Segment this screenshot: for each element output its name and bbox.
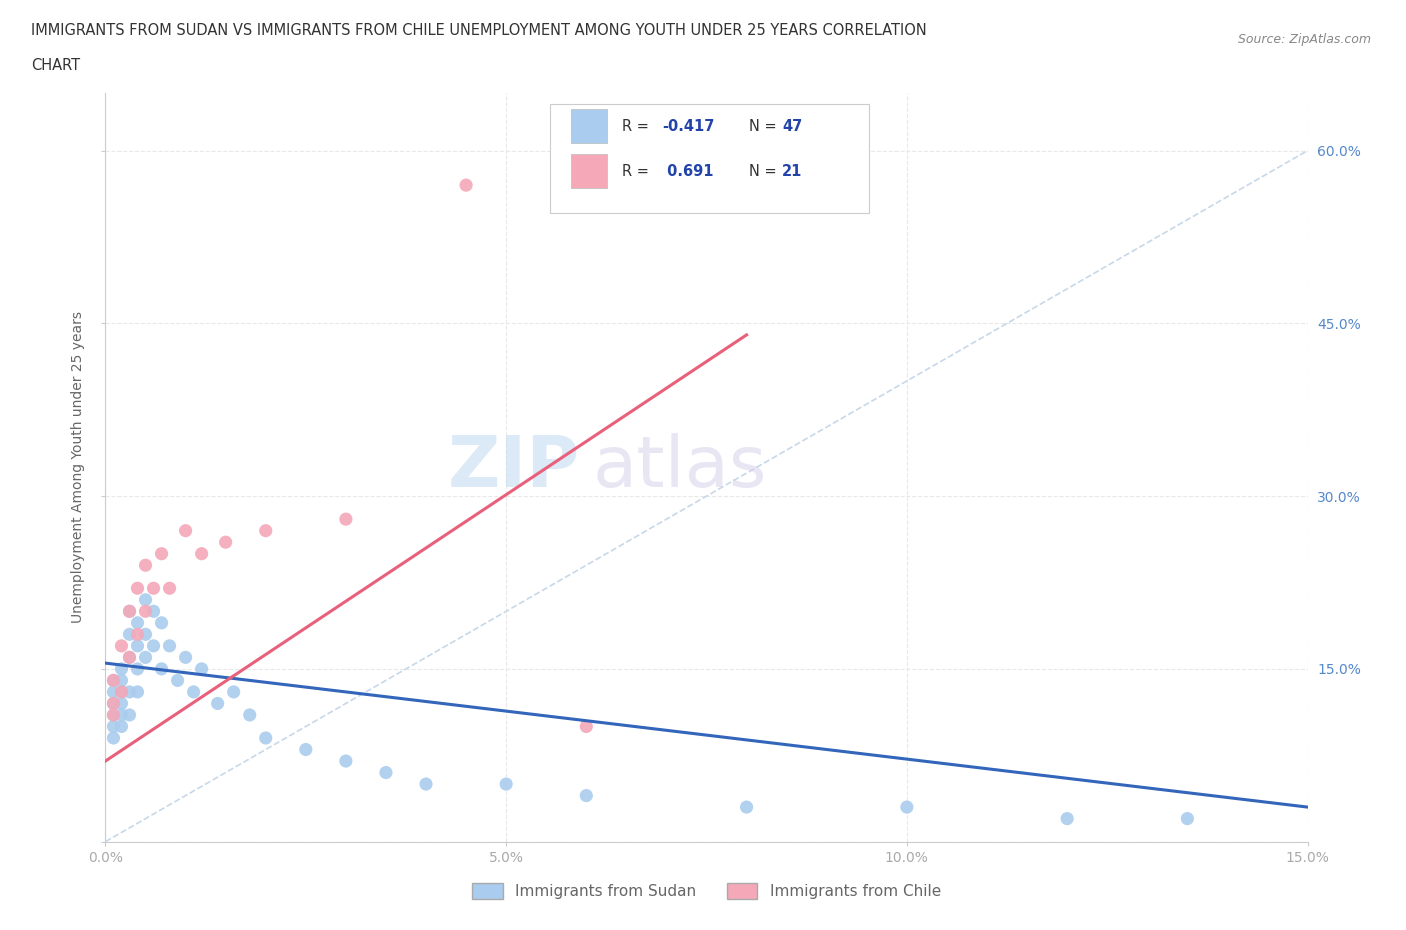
Point (183, 684, 205, 699)
Point (896, 800, 918, 815)
Point (103, 673, 125, 688)
FancyBboxPatch shape (550, 104, 869, 213)
Point (127, 661, 149, 676)
Point (222, 684, 245, 699)
Point (110, 684, 132, 699)
Point (103, 731, 125, 746)
Point (103, 684, 125, 699)
Point (454, 178, 477, 193)
Point (150, 616, 173, 631)
Point (103, 696, 125, 711)
Point (110, 661, 132, 676)
Text: Source: ZipAtlas.com: Source: ZipAtlas.com (1237, 33, 1371, 46)
Point (174, 650, 197, 665)
Point (254, 524, 277, 538)
Point (335, 753, 357, 768)
Point (135, 627, 157, 642)
Point (118, 627, 141, 642)
Point (127, 616, 149, 631)
Point (142, 581, 165, 596)
Point (254, 731, 277, 746)
Point (1056, 811, 1078, 826)
Point (159, 638, 181, 653)
Point (495, 777, 517, 791)
Point (166, 673, 188, 688)
Point (735, 800, 758, 815)
Point (110, 708, 132, 723)
Point (110, 638, 132, 653)
Text: CHART: CHART (31, 58, 80, 73)
FancyBboxPatch shape (571, 110, 607, 143)
Point (1177, 811, 1199, 826)
Point (127, 684, 149, 699)
Point (118, 684, 141, 699)
Point (103, 708, 125, 723)
Point (135, 650, 157, 665)
Point (135, 558, 157, 573)
Point (142, 604, 165, 618)
Point (142, 638, 165, 653)
Text: ZIP: ZIP (449, 432, 581, 502)
Point (150, 661, 173, 676)
Point (239, 708, 262, 723)
Point (127, 638, 149, 653)
Text: R =: R = (623, 119, 654, 134)
FancyBboxPatch shape (571, 154, 607, 188)
Point (159, 581, 181, 596)
Text: N =: N = (748, 119, 780, 134)
Point (118, 604, 141, 618)
Point (118, 650, 141, 665)
Point (127, 581, 149, 596)
Text: -0.417: -0.417 (662, 119, 714, 134)
Point (374, 765, 398, 780)
Point (295, 742, 318, 757)
Point (575, 788, 598, 803)
Point (135, 604, 157, 618)
Text: IMMIGRANTS FROM SUDAN VS IMMIGRANTS FROM CHILE UNEMPLOYMENT AMONG YOUTH UNDER 25: IMMIGRANTS FROM SUDAN VS IMMIGRANTS FROM… (31, 23, 927, 38)
Point (135, 592, 157, 607)
Legend: Immigrants from Sudan, Immigrants from Chile: Immigrants from Sudan, Immigrants from C… (467, 877, 946, 905)
Text: N =: N = (748, 164, 780, 179)
Point (110, 696, 132, 711)
Point (103, 673, 125, 688)
Point (110, 684, 132, 699)
Point (127, 627, 149, 642)
Point (103, 719, 125, 734)
Point (103, 708, 125, 723)
Point (214, 535, 236, 550)
Point (150, 546, 173, 561)
Point (110, 719, 132, 734)
Point (207, 696, 229, 711)
Point (415, 777, 437, 791)
Text: R =: R = (623, 164, 654, 179)
Point (110, 673, 132, 688)
Point (118, 604, 141, 618)
Text: atlas: atlas (592, 432, 766, 502)
Text: 47: 47 (782, 119, 803, 134)
Point (335, 512, 357, 526)
Point (190, 661, 212, 676)
Point (103, 696, 125, 711)
Point (190, 546, 212, 561)
Point (174, 524, 197, 538)
Text: 21: 21 (782, 164, 803, 179)
Y-axis label: Unemployment Among Youth under 25 years: Unemployment Among Youth under 25 years (72, 312, 86, 623)
Point (118, 708, 141, 723)
Text: 0.691: 0.691 (662, 164, 713, 179)
Point (575, 719, 598, 734)
Point (118, 650, 141, 665)
